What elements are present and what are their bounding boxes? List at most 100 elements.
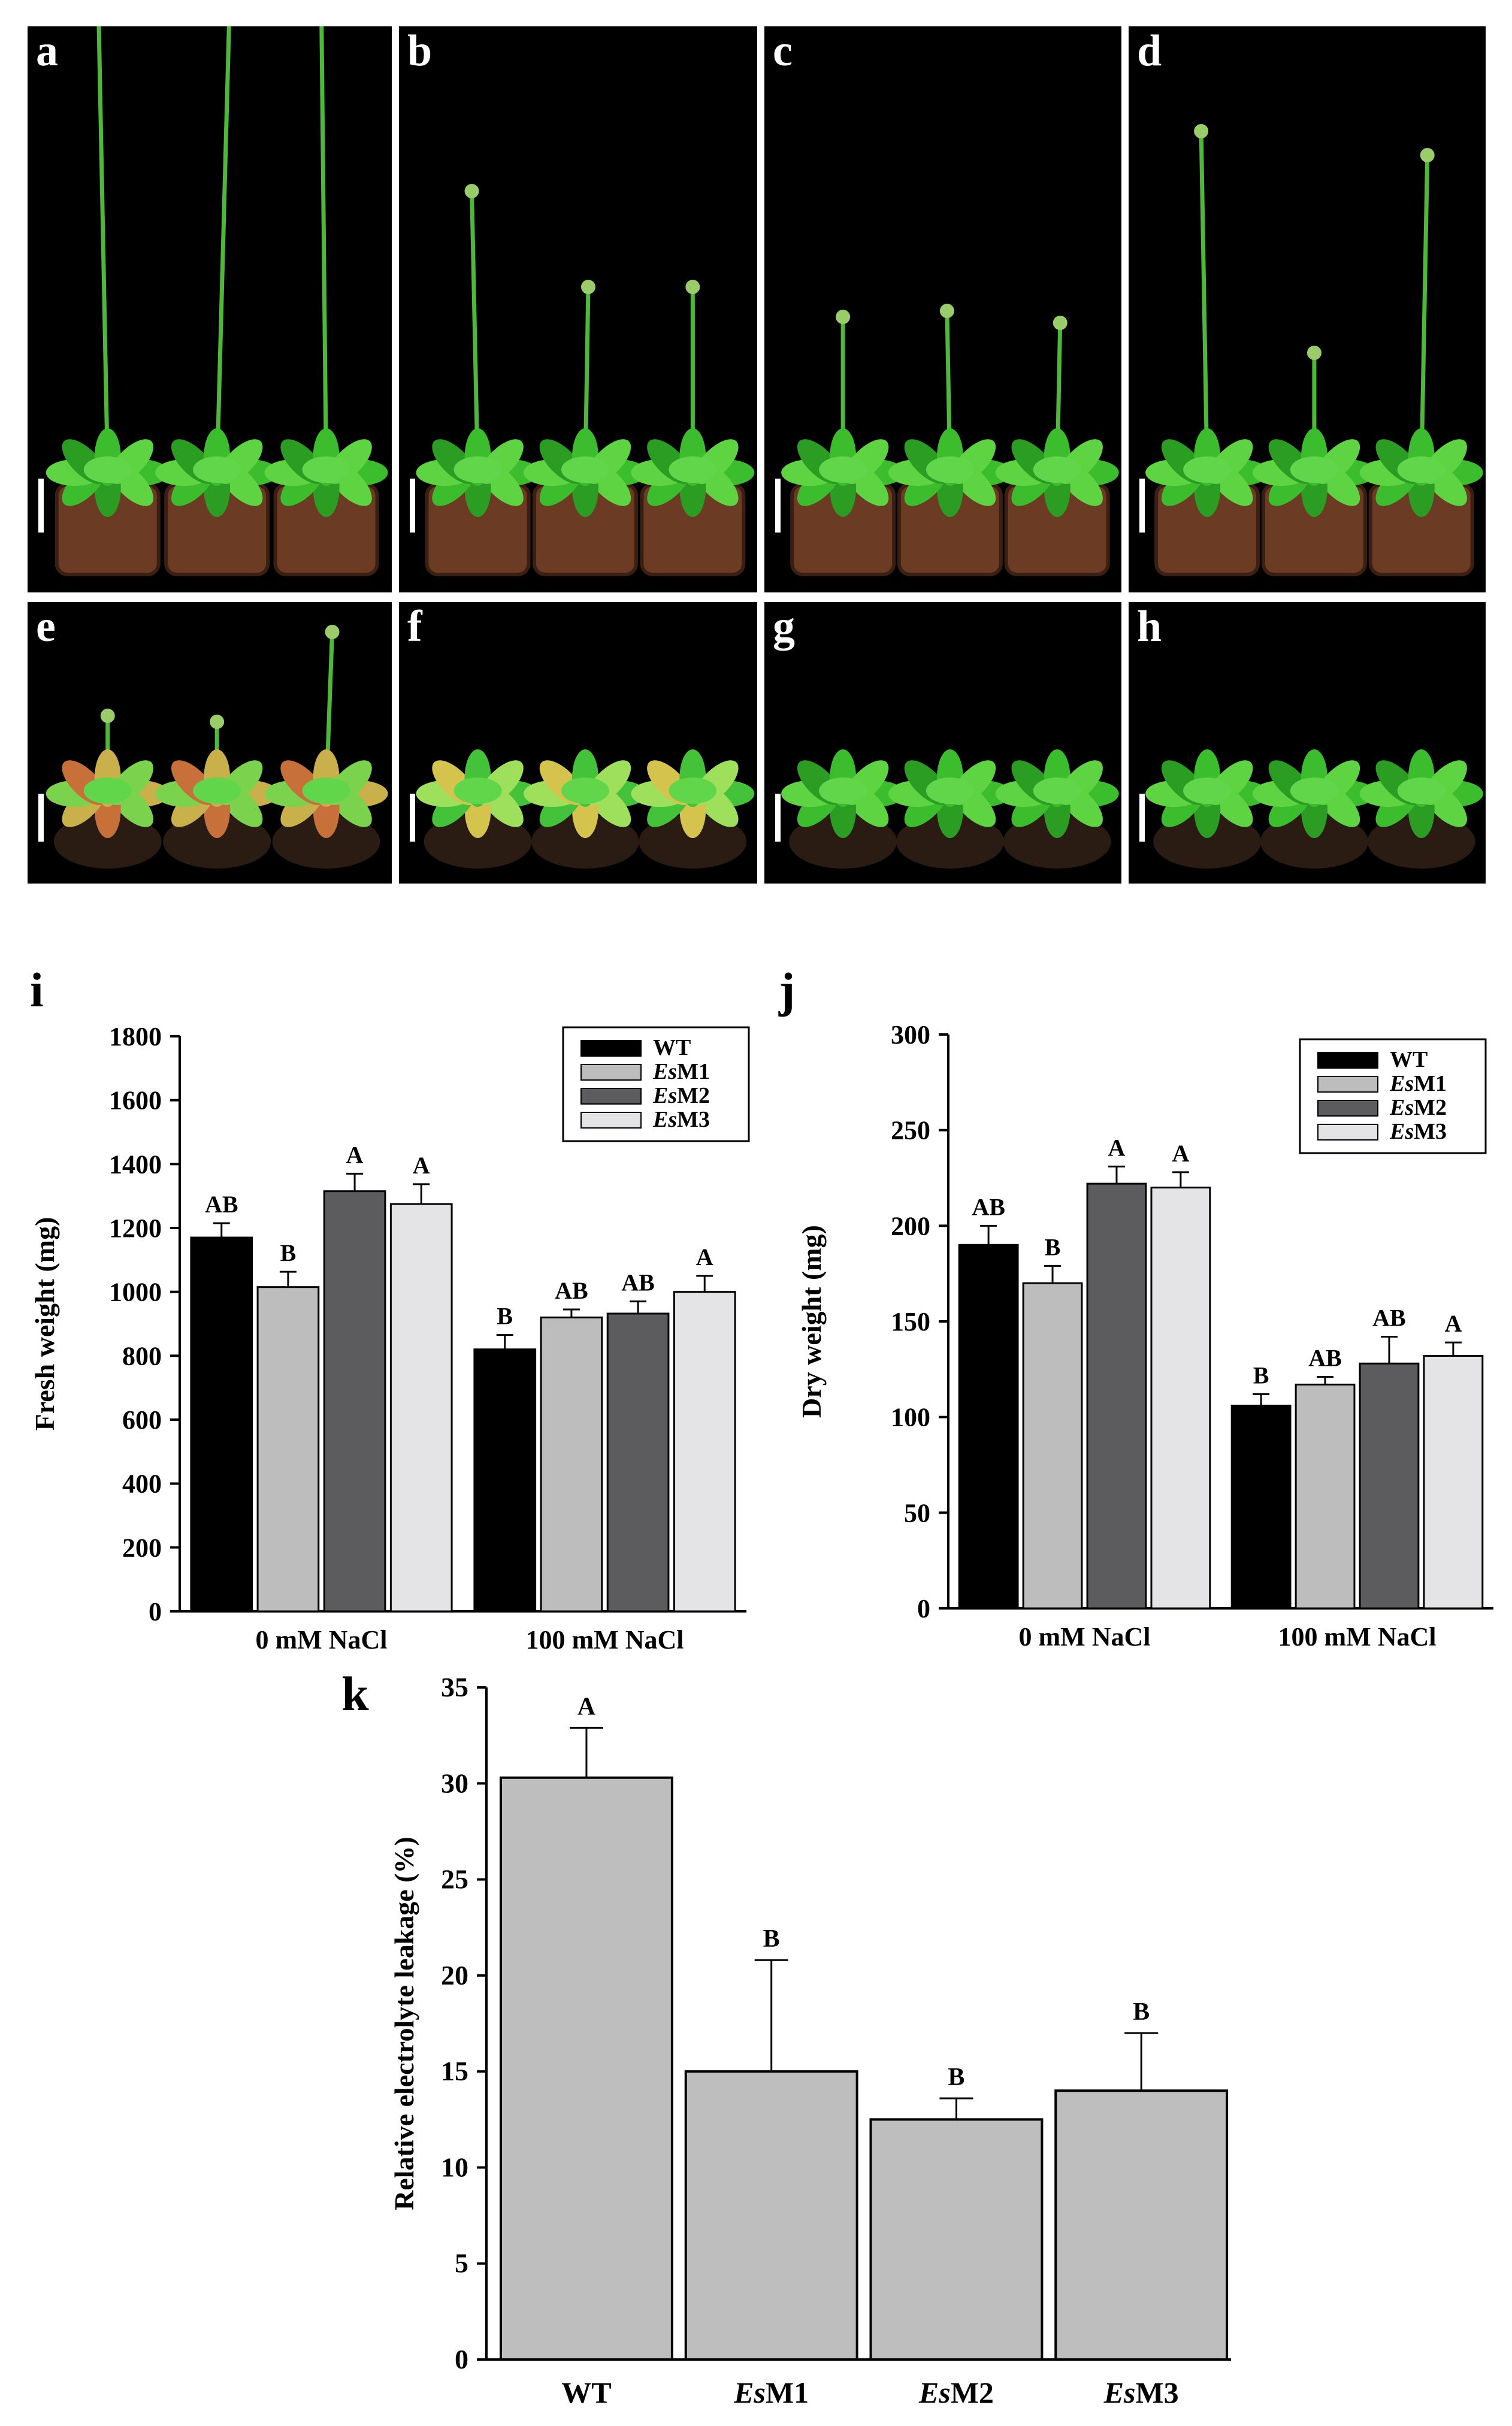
panel-label: i xyxy=(30,963,44,1017)
panel-label: a xyxy=(36,26,58,75)
significance-letter: B xyxy=(497,1303,513,1330)
panel-label: g xyxy=(773,602,795,651)
bar xyxy=(256,1286,320,1613)
y-tick-label: 800 xyxy=(122,1341,162,1371)
bar xyxy=(1054,2089,1229,2361)
plant-photo xyxy=(38,26,388,576)
bar xyxy=(1150,1186,1211,1610)
y-tick-label: 250 xyxy=(891,1116,930,1145)
y-tick-label: 1800 xyxy=(109,1022,162,1051)
y-tick-label: 0 xyxy=(455,2344,468,2374)
legend-swatch xyxy=(580,1064,642,1081)
chart-j: j 0 50 100 150 200 250 300 Dry weight (mg) 0 mM N… xyxy=(778,963,1493,1651)
bar xyxy=(958,1244,1019,1610)
x-tick-label: EsM1 xyxy=(733,2376,809,2409)
significance-letter: AB xyxy=(1372,1305,1406,1332)
significance-letter: A xyxy=(413,1152,430,1179)
bar xyxy=(684,2070,858,2361)
y-tick-label: 0 xyxy=(917,1594,930,1623)
significance-letter: B xyxy=(948,2064,964,2091)
bar xyxy=(540,1316,603,1613)
photo-panel-g: g xyxy=(764,602,1121,884)
y-tick-label: 400 xyxy=(122,1469,162,1499)
legend-label: EsM3 xyxy=(652,1107,710,1132)
bar xyxy=(190,1236,253,1613)
bar xyxy=(1295,1383,1356,1610)
x-tick-label: 0 mM NaCl xyxy=(1019,1622,1151,1651)
y-tick-label: 1400 xyxy=(109,1150,162,1179)
legend-label: WT xyxy=(1390,1047,1428,1072)
plant-photo xyxy=(1139,749,1483,869)
plant-photo xyxy=(410,749,755,869)
y-tick-label: 15 xyxy=(441,2056,468,2086)
y-tick-label: 1600 xyxy=(109,1086,162,1115)
y-axis-label: Fresh weight (mg) xyxy=(29,1217,60,1431)
legend-swatch xyxy=(580,1112,642,1129)
photo-panel-a: a xyxy=(28,26,392,592)
photo-panel-f: f xyxy=(399,602,757,884)
photo-panel-d: d xyxy=(1129,26,1486,592)
y-tick-label: 5 xyxy=(455,2248,468,2279)
y-tick-label: 200 xyxy=(891,1211,930,1241)
y-tick-label: 25 xyxy=(441,1864,468,1895)
x-tick-label: 0 mM NaCl xyxy=(256,1625,388,1654)
legend-swatch xyxy=(1317,1100,1378,1117)
y-axis-label: Relative electrolyte leakage (%) xyxy=(389,1837,419,2210)
y-tick-label: 10 xyxy=(441,2152,468,2182)
legend-swatch xyxy=(1317,1124,1378,1141)
y-tick-label: 30 xyxy=(441,1768,468,1798)
y-tick-label: 50 xyxy=(904,1498,930,1527)
y-tick-label: 0 xyxy=(149,1597,162,1626)
significance-letter: B xyxy=(1045,1233,1061,1260)
y-tick-label: 150 xyxy=(891,1307,930,1336)
legend-label: EsM1 xyxy=(652,1059,710,1084)
significance-letter: AB xyxy=(621,1269,655,1296)
significance-letter: B xyxy=(1253,1362,1269,1389)
chart-i: i 0 200 400 600 800 1000 1200 1400 1600 1800 Fresh … xyxy=(29,963,750,1654)
legend-swatch xyxy=(580,1040,642,1057)
x-tick-label: WT xyxy=(561,2376,611,2409)
x-tick-label: EsM3 xyxy=(1103,2376,1179,2409)
bar xyxy=(389,1203,453,1613)
legend-label: WT xyxy=(653,1035,691,1060)
significance-letter: A xyxy=(577,1693,596,1720)
panel-label: d xyxy=(1137,26,1162,75)
y-axis-label: Dry weight (mg) xyxy=(796,1225,827,1418)
significance-letter: AB xyxy=(972,1193,1005,1220)
y-tick-label: 35 xyxy=(441,1672,468,1702)
panel-label: e xyxy=(36,602,56,651)
photo-panel-b: b xyxy=(399,26,757,592)
bar xyxy=(1086,1182,1147,1610)
plant-photo xyxy=(775,304,1119,576)
plant-photo xyxy=(1139,124,1483,576)
significance-letter: A xyxy=(1172,1140,1189,1167)
bar xyxy=(673,1291,736,1613)
significance-letter: B xyxy=(280,1239,297,1266)
bar xyxy=(869,2118,1044,2361)
legend-swatch xyxy=(1317,1076,1378,1093)
x-tick-label: 100 mM NaCl xyxy=(526,1625,684,1654)
x-tick-label: 100 mM NaCl xyxy=(1278,1622,1437,1651)
significance-letter: AB xyxy=(1308,1345,1342,1372)
legend-swatch xyxy=(1317,1052,1378,1069)
significance-letter: A xyxy=(1444,1310,1462,1337)
x-tick-label: EsM2 xyxy=(918,2376,994,2409)
panel-label: c xyxy=(773,26,793,75)
plant-photo xyxy=(38,625,388,869)
y-tick-label: 20 xyxy=(441,1960,468,1991)
bar xyxy=(606,1312,670,1613)
y-tick-label: 200 xyxy=(122,1533,162,1562)
bar xyxy=(473,1348,537,1613)
significance-letter: B xyxy=(1133,1998,1150,2026)
y-tick-label: 300 xyxy=(891,1020,930,1049)
panel-label: f xyxy=(407,602,422,651)
photo-panel-h: h xyxy=(1129,602,1486,884)
panel-label: k xyxy=(341,1666,369,1721)
significance-letter: B xyxy=(763,1925,780,1953)
bar xyxy=(1423,1354,1484,1610)
photo-panel-e: e xyxy=(28,602,392,884)
panel-label: h xyxy=(1137,602,1162,651)
chart-k: k 0 5 10 15 20 25 30 35 Relative electrolyte leak… xyxy=(341,1666,1231,2409)
legend-label: EsM2 xyxy=(652,1083,710,1108)
